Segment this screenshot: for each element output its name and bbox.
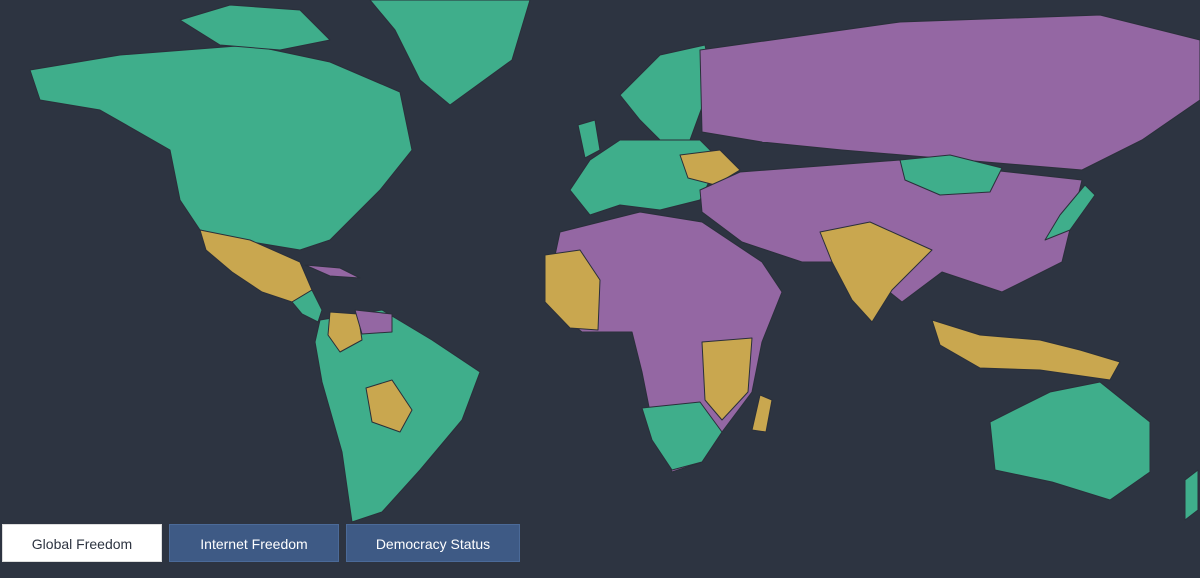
madagascar [751,394,773,433]
tab-bar: Global Freedom Internet Freedom Democracy … [2,524,520,562]
north-america [29,44,413,251]
mongolia [899,154,1003,196]
tab[interactable]: Internet Freedom [169,524,339,562]
cuba [304,264,361,279]
scandinavia [619,44,713,141]
west-africa [544,249,601,331]
australia [989,381,1151,501]
greenland [369,0,531,106]
new-zealand [1184,469,1199,521]
southern-africa [641,401,723,471]
bolivia [365,379,413,433]
tab[interactable]: Global Freedom [2,524,162,562]
india [819,221,933,323]
se-asia-islands [931,319,1121,381]
arctic-islands [179,4,331,51]
japan [1044,184,1096,241]
colombia [327,311,363,353]
russia [699,14,1200,171]
east-africa [701,337,753,421]
tab[interactable]: Democracy Status [346,524,520,562]
central-america [291,289,323,323]
venezuela [354,309,393,335]
uk [577,119,601,159]
